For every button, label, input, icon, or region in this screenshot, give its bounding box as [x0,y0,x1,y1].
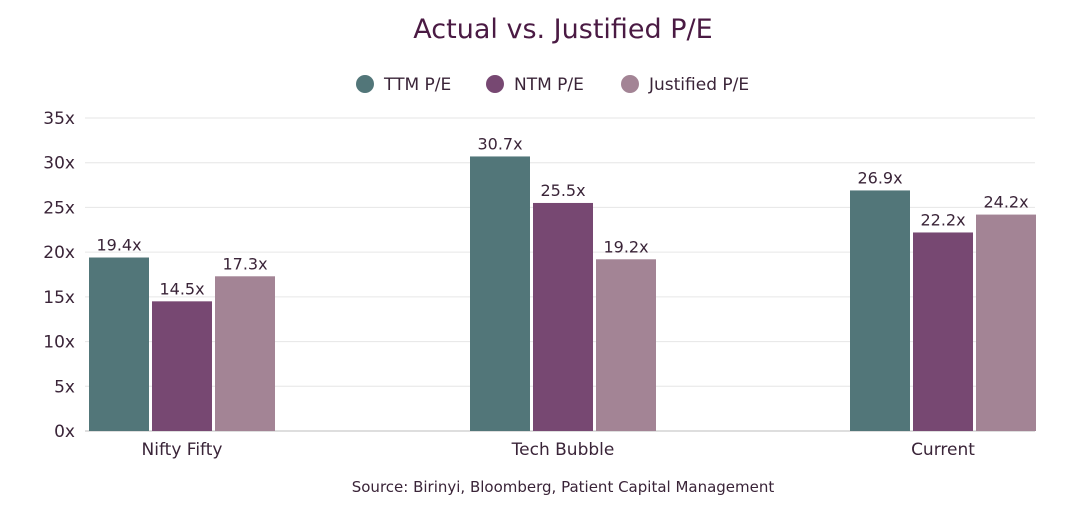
data-label: 24.2x [983,193,1028,212]
legend-marker [486,75,504,93]
y-axis: 0x 5x 10x 15x 20x 25x 30x 35x [43,109,75,442]
bar-ttm-p-e-nifty-fifty [89,257,149,431]
x-category-label: Tech Bubble [511,440,615,460]
bar-ntm-p-e-nifty-fifty [152,301,212,431]
bar-ttm-p-e-tech-bubble [470,156,530,431]
data-label: 14.5x [159,279,204,298]
x-axis: Nifty Fifty Tech Bubble Current [142,440,976,460]
bar-ntm-p-e-tech-bubble [533,202,593,431]
legend-label: Justified P/E [648,75,749,95]
legend: TTM P/E NTM P/E Justified P/E [356,75,749,95]
legend-label: TTM P/E [383,75,451,95]
bar-justified-p-e-nifty-fifty [215,276,275,431]
y-tick-label: 0x [54,422,75,442]
bars: 19.4x 14.5x 17.3x 30.7x 25.5x 19.2x 26.9x 22.2x… [89,134,1036,431]
x-category-label: Current [911,440,975,460]
bar-justified-p-e-tech-bubble [596,259,656,431]
legend-marker [356,75,374,93]
data-label: 30.7x [477,134,522,153]
data-label: 19.2x [603,237,648,256]
bar-ttm-p-e-current [850,190,910,431]
legend-label: NTM P/E [514,75,584,95]
source-note: Source: Birinyi, Bloomberg, Patient Capi… [352,478,775,496]
data-label: 17.3x [222,254,267,273]
y-tick-label: 10x [43,333,75,353]
data-label: 25.5x [540,181,585,200]
bar-ntm-p-e-current [913,232,973,431]
y-tick-label: 35x [43,109,75,129]
chart-title: Actual vs. Justified P/E [413,14,712,45]
bar-justified-p-e-current [976,214,1036,431]
legend-marker [621,75,639,93]
y-tick-label: 15x [43,288,75,308]
y-tick-label: 20x [43,243,75,263]
y-tick-label: 5x [54,377,75,397]
data-label: 22.2x [920,210,965,229]
data-label: 26.9x [857,168,902,187]
data-label: 19.4x [96,236,141,255]
y-tick-label: 25x [43,198,75,218]
x-category-label: Nifty Fifty [142,440,223,460]
y-tick-label: 30x [43,154,75,174]
